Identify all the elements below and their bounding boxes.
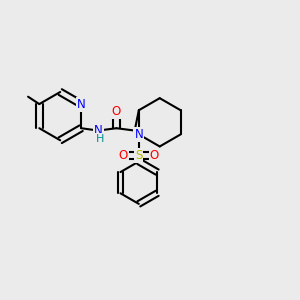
Text: O: O [112, 105, 121, 118]
Text: N: N [77, 98, 85, 111]
Text: N: N [134, 128, 143, 141]
Text: O: O [119, 149, 128, 162]
Text: N: N [94, 124, 103, 137]
Text: O: O [149, 149, 159, 162]
Text: S: S [135, 149, 142, 162]
Text: H: H [95, 134, 104, 144]
